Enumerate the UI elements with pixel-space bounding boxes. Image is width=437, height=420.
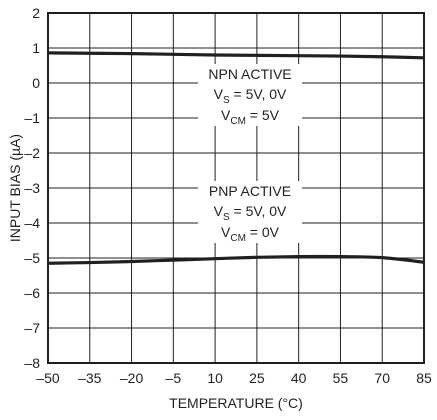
y-tick-label: 1 <box>32 40 40 56</box>
annotation-background <box>198 181 302 243</box>
x-tick-label: –50 <box>36 370 60 386</box>
y-tick-label: –1 <box>24 110 40 126</box>
plot-frame <box>47 12 425 364</box>
y-tick-label: –8 <box>24 355 40 371</box>
x-tick-label: 70 <box>374 370 390 386</box>
y-tick-label: –3 <box>24 180 40 196</box>
x-tick-label: 10 <box>207 370 223 386</box>
x-tick-label: –5 <box>166 370 182 386</box>
annotation-title: NPN ACTIVE <box>208 66 291 82</box>
y-axis-label: INPUT BIAS (µA) <box>7 134 23 242</box>
y-tick-label: –6 <box>24 285 40 301</box>
x-tick-label: 40 <box>291 370 307 386</box>
series-layer <box>47 51 425 265</box>
x-axis-label: TEMPERATURE (°C) <box>169 395 303 411</box>
series-line-2 <box>47 254 425 265</box>
annotation-common-mode: VCM = 0V <box>221 224 280 244</box>
y-tick-label: –2 <box>24 145 40 161</box>
y-tick-label: –7 <box>24 320 40 336</box>
annotation-background <box>198 64 302 126</box>
y-tick-label: 0 <box>32 75 40 91</box>
x-tick-label: –35 <box>78 370 102 386</box>
x-tick-label: –20 <box>120 370 144 386</box>
annotation-supply: VS = 5V, 0V <box>214 86 287 106</box>
y-tick-label: –5 <box>24 250 40 266</box>
tick-labels: –50 –35 –20 –5 10 25 40 55 70 85210–1–2–3–4–5–6–7… <box>24 5 432 386</box>
y-tick-label: 2 <box>32 5 40 21</box>
y-tick-label: –4 <box>24 215 40 231</box>
annotation-supply: VS = 5V, 0V <box>214 203 287 223</box>
annotation-title: PNP ACTIVE <box>209 183 291 199</box>
x-tick-label: 55 <box>333 370 349 386</box>
x-tick-label: 25 <box>249 370 265 386</box>
x-tick-label: 85 <box>416 370 432 386</box>
annotation-common-mode: VCM = 5V <box>221 107 280 127</box>
series-line-1 <box>47 51 425 60</box>
